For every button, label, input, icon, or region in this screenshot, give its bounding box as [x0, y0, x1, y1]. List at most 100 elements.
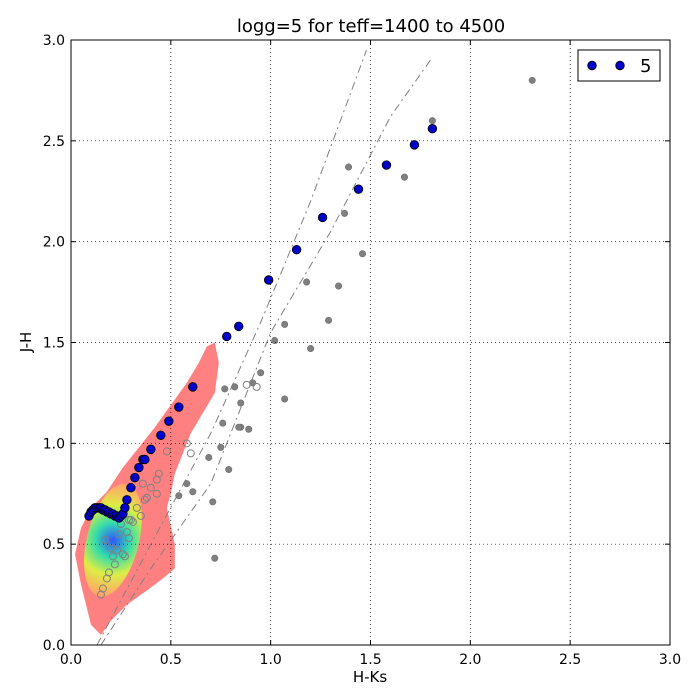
series-point — [130, 472, 140, 483]
x-axis-label: H-Ks — [353, 668, 388, 686]
series-point — [353, 184, 364, 194]
y-tick-label: 3.0 — [43, 33, 65, 49]
gray-open-point — [108, 552, 117, 561]
legend-marker — [615, 60, 625, 71]
gray-open-point — [132, 503, 141, 512]
gray-filled-point — [237, 399, 245, 407]
gray-open-point — [138, 479, 147, 488]
y-tick-label: 1.0 — [43, 436, 65, 452]
plot-area — [75, 49, 536, 645]
plot-inner — [75, 49, 536, 645]
series-point — [427, 124, 438, 134]
series-point — [174, 402, 184, 412]
reference-line — [100, 59, 431, 645]
series-point — [381, 160, 392, 170]
y-tick-label: 1.5 — [43, 336, 65, 352]
gray-filled-point — [281, 395, 289, 403]
gray-filled-point — [428, 117, 436, 125]
gray-open-point — [114, 530, 123, 539]
gray-filled-point — [325, 316, 333, 324]
series-point — [222, 331, 232, 342]
gray-filled-point — [189, 488, 197, 496]
gray-filled-point — [341, 209, 349, 217]
gray-filled-point — [281, 320, 289, 328]
series-point — [164, 416, 174, 426]
x-tick-label: 2.5 — [559, 652, 581, 668]
series-point — [140, 454, 150, 465]
gray-open-point — [128, 517, 137, 526]
chart-title: logg=5 for teff=1400 to 4500 — [237, 16, 505, 37]
gray-filled-point — [245, 425, 253, 433]
x-tick-label: 3.0 — [659, 652, 681, 668]
gray-open-point — [146, 483, 155, 492]
gray-filled-point — [219, 419, 227, 427]
series-point — [156, 430, 166, 440]
series-point — [317, 212, 328, 223]
y-tick-label: 0.0 — [43, 638, 65, 654]
gray-filled-point — [359, 250, 367, 258]
gray-open-point — [142, 493, 151, 502]
x-tick-label: 1.5 — [359, 652, 381, 668]
gray-filled-point — [231, 383, 239, 391]
gray-open-point — [140, 495, 149, 504]
gray-filled-point — [211, 554, 219, 562]
y-axis-label: J-H — [17, 332, 35, 354]
gray-filled-point — [257, 369, 265, 377]
series-point — [126, 483, 136, 493]
gray-filled-point — [303, 278, 311, 286]
gray-open-point — [126, 515, 135, 524]
gray-open-point — [100, 536, 109, 545]
series-point — [120, 503, 130, 513]
series-point — [291, 245, 302, 255]
gray-filled-point — [225, 466, 233, 474]
gray-open-point — [110, 560, 119, 569]
gray-open-point — [152, 489, 161, 498]
x-tick-label: 1.0 — [260, 652, 282, 668]
series-point — [234, 321, 244, 332]
series-point — [134, 462, 144, 473]
legend: 5 — [577, 49, 661, 82]
gray-open-point — [118, 550, 127, 559]
gray-filled-point — [335, 282, 343, 290]
gray-open-point — [186, 449, 195, 458]
gray-filled-point — [221, 385, 229, 393]
legend-marker — [587, 60, 597, 71]
gray-filled-point — [528, 76, 536, 84]
y-tick-label: 0.5 — [43, 537, 65, 553]
gray-filled-point — [235, 423, 243, 431]
x-tick-label: 0.5 — [160, 652, 182, 668]
plot-frame — [70, 39, 671, 646]
gray-filled-point — [217, 443, 225, 451]
gray-open-point — [102, 574, 111, 583]
gray-open-point — [152, 475, 161, 484]
reference-line — [96, 49, 367, 645]
gray-open-point — [124, 534, 133, 543]
legend-label: 5 — [640, 56, 651, 77]
gray-open-point — [120, 552, 129, 561]
gray-filled-point — [205, 453, 213, 461]
series-point — [409, 140, 420, 150]
gray-open-point — [106, 544, 115, 553]
gray-open-point — [252, 382, 261, 391]
gray-filled-point — [183, 480, 191, 488]
gray-open-point — [242, 380, 251, 389]
series-point — [263, 275, 274, 285]
y-tick-label: 2.5 — [43, 134, 65, 150]
gray-open-point — [124, 515, 133, 524]
gray-filled-point — [175, 492, 183, 500]
gray-open-point — [162, 447, 171, 456]
gray-open-point — [136, 511, 145, 520]
gray-filled-point — [307, 345, 315, 353]
series-point — [146, 444, 156, 455]
gray-filled-point — [271, 336, 279, 344]
axes: 0.0 0.5 1.0 1.5 2.0 2.5 3.0 0.0 0.5 1.0 1.5 2.0 2.5 3… — [43, 33, 681, 668]
gray-filled-point — [209, 498, 217, 506]
gray-filled-point — [400, 173, 408, 181]
x-tick-label: 0.0 — [60, 652, 82, 668]
x-tick-label: 2.0 — [459, 652, 481, 668]
series-point — [122, 495, 132, 505]
series-point — [188, 382, 198, 392]
y-tick-label: 2.0 — [43, 235, 65, 251]
gray-filled-point — [345, 163, 353, 171]
